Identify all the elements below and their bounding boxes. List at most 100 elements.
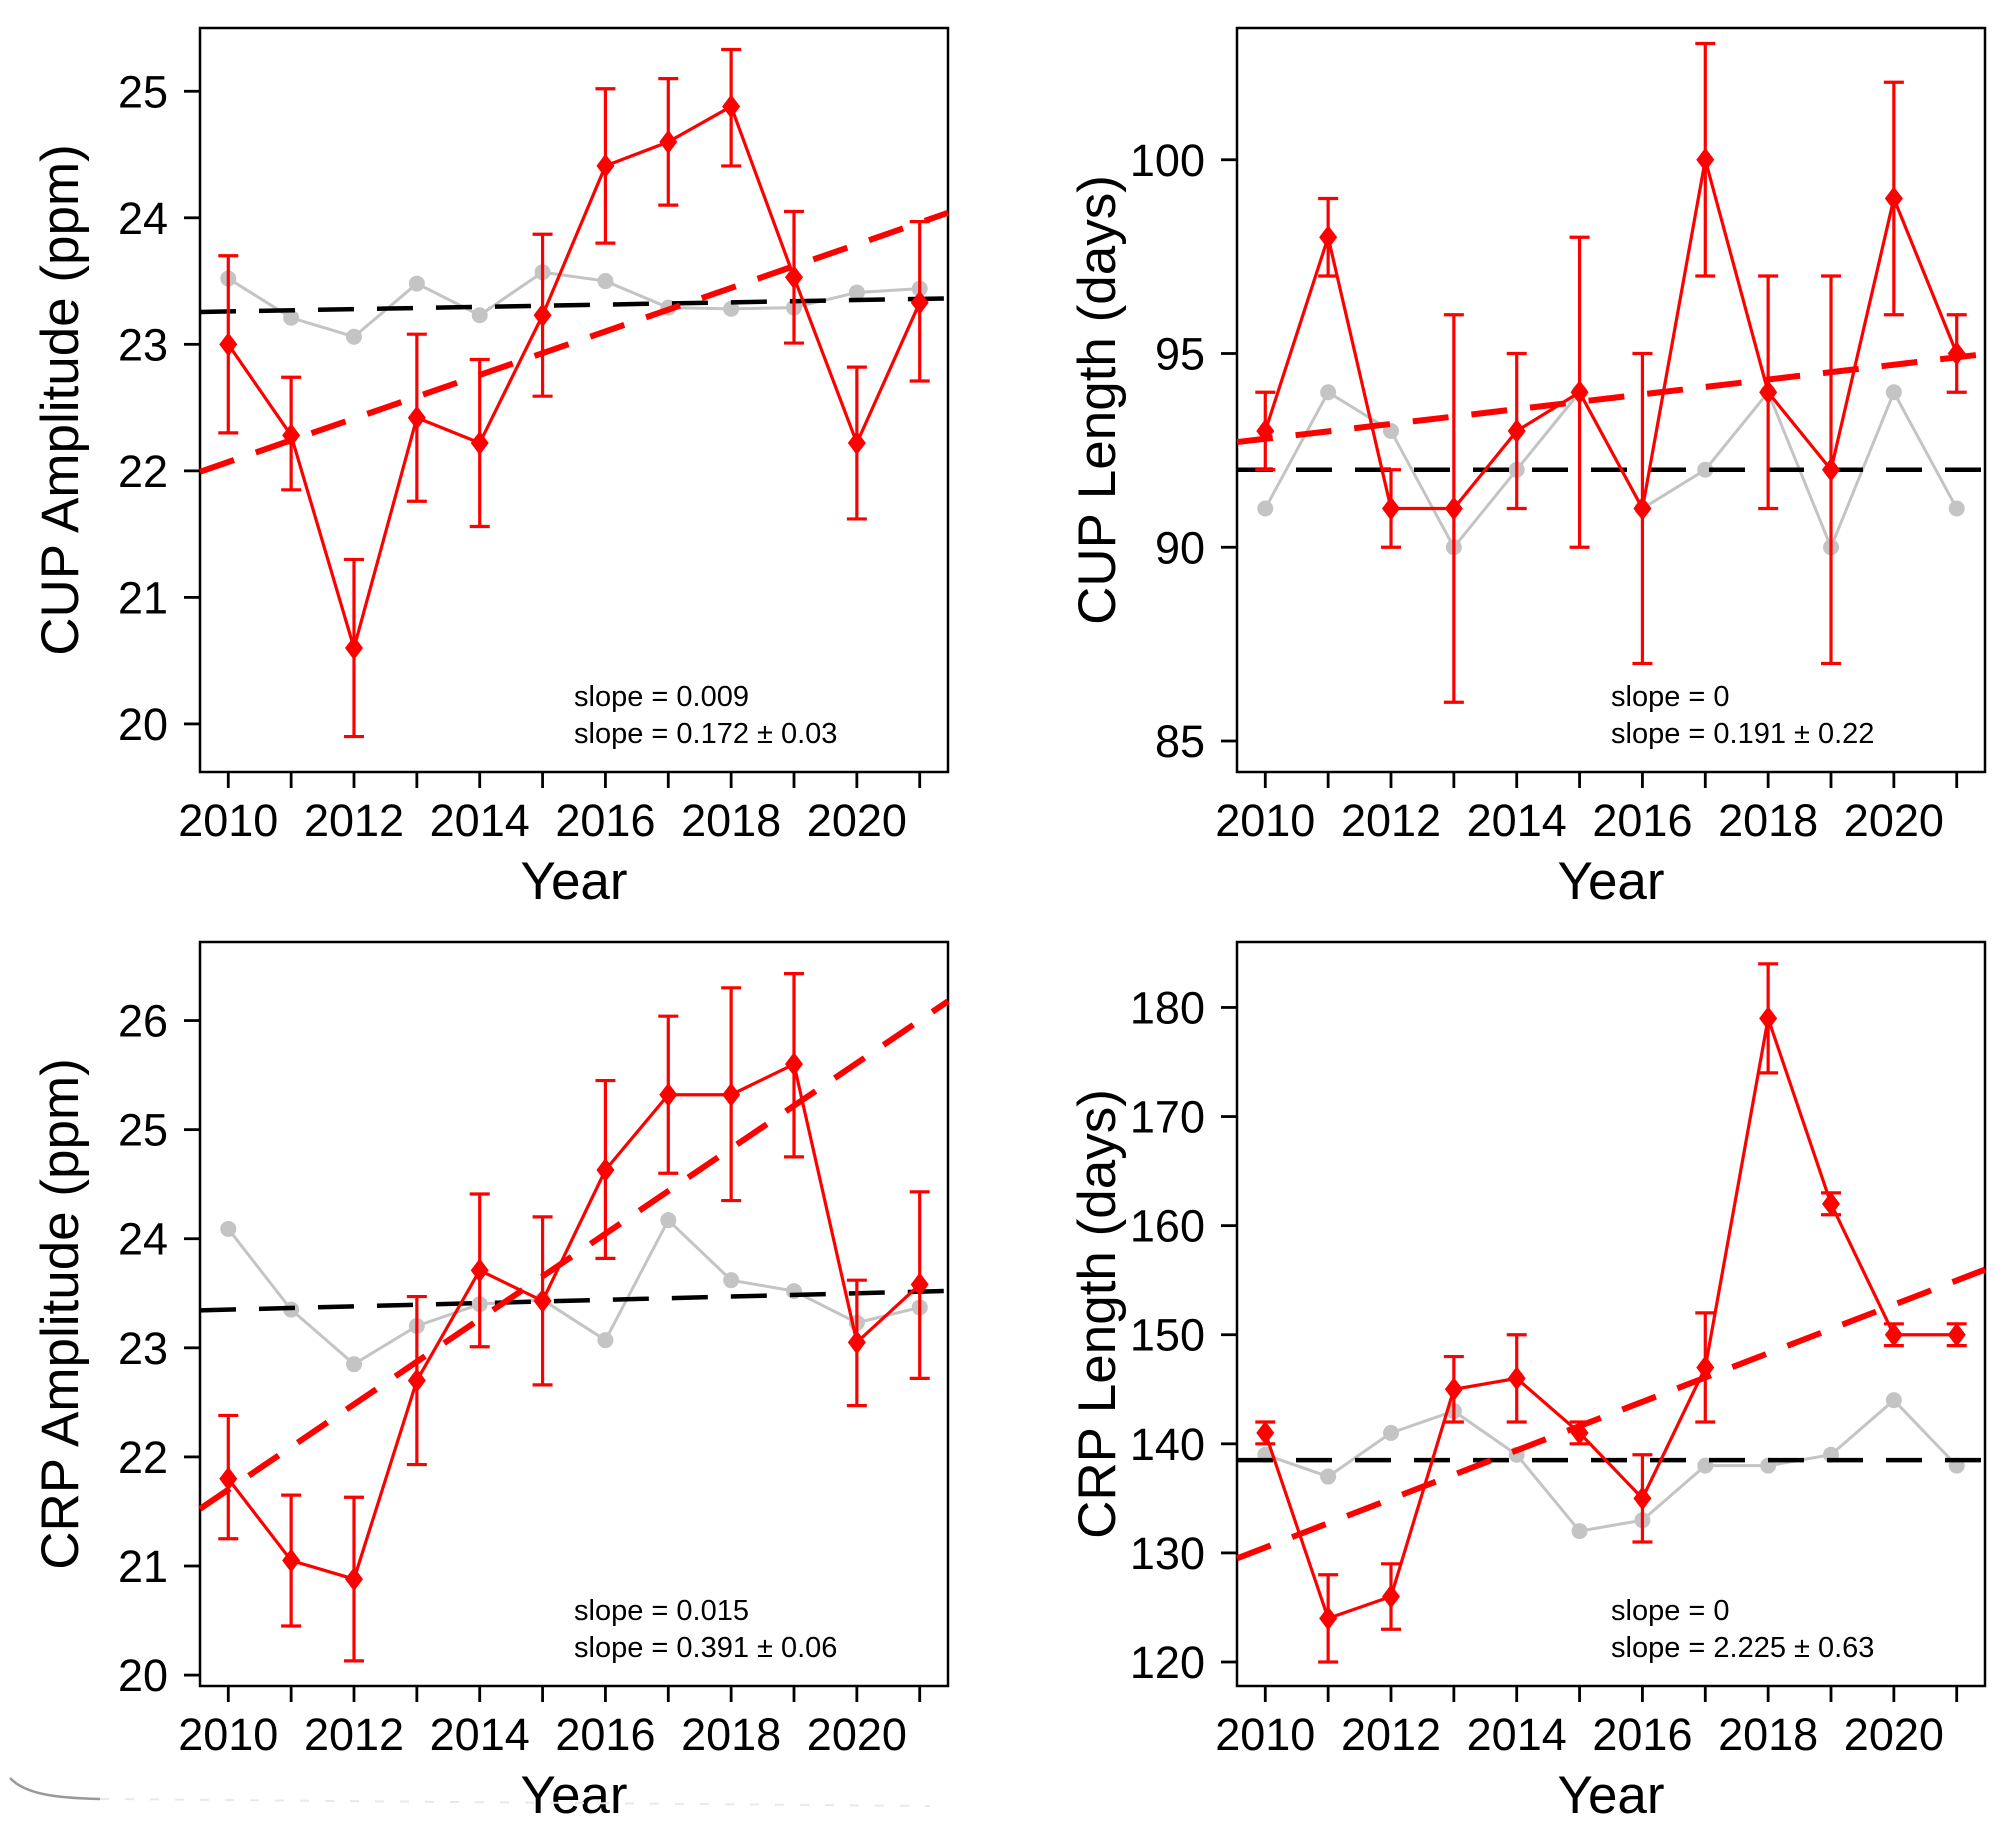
gray-data-point bbox=[1948, 500, 1965, 517]
red-data-point bbox=[659, 129, 678, 154]
red-data-point bbox=[470, 1258, 489, 1283]
y-axis-title: CRP Length (days) bbox=[1068, 1089, 1127, 1539]
red-data-point bbox=[345, 636, 363, 660]
y-tick-label: 25 bbox=[118, 66, 168, 117]
red-series-line bbox=[1263, 159, 1959, 514]
gray-data-point bbox=[597, 273, 614, 290]
y-axis-title: CRP Amplitude (ppm) bbox=[31, 1058, 90, 1570]
x-tick-label: 2010 bbox=[1215, 795, 1315, 846]
red-data-point bbox=[1696, 147, 1715, 172]
x-tick-label: 2020 bbox=[1844, 1709, 1944, 1760]
plot-box bbox=[198, 26, 950, 774]
x-tick-label: 2016 bbox=[555, 795, 655, 846]
y-tick-label: 120 bbox=[1130, 1637, 1205, 1688]
gray-data-point bbox=[1885, 384, 1902, 401]
chart-crp-length: 120 130 140 150 160 170 180 2010 2012 2014 2016 201… bbox=[1068, 940, 1987, 1825]
red-data-point bbox=[1759, 380, 1778, 405]
black-trend-line bbox=[199, 1288, 949, 1313]
x-tick-label: 2016 bbox=[555, 1709, 655, 1760]
red-data-point bbox=[1947, 1322, 1966, 1347]
slope-label-black: slope = 0 bbox=[1611, 1595, 1730, 1627]
red-trend-line bbox=[1236, 351, 1986, 446]
gray-data-point bbox=[408, 275, 425, 292]
red-data-point bbox=[659, 1082, 678, 1107]
x-tick-label: 2018 bbox=[681, 1709, 781, 1760]
gray-data-point bbox=[220, 1220, 237, 1237]
gray-data-point bbox=[1257, 500, 1274, 517]
y-tick-label: 21 bbox=[118, 572, 168, 623]
gray-data-point bbox=[1697, 461, 1714, 478]
y-tick-label: 20 bbox=[118, 699, 168, 750]
red-data-point bbox=[1319, 225, 1338, 250]
red-data-point bbox=[1696, 1355, 1715, 1380]
red-data-point bbox=[533, 1288, 552, 1313]
x-tick-label: 2018 bbox=[1718, 1709, 1818, 1760]
plot-box bbox=[1235, 940, 1987, 1688]
red-data-point bbox=[910, 290, 929, 315]
red-data-point bbox=[785, 265, 803, 290]
y-tick-label: 160 bbox=[1130, 1201, 1205, 1252]
gray-data-point bbox=[723, 300, 740, 317]
x-tick-label: 2012 bbox=[304, 795, 404, 846]
red-data-point bbox=[1507, 1366, 1526, 1391]
gray-data-point bbox=[346, 1356, 362, 1373]
x-tick-label: 2018 bbox=[681, 795, 781, 846]
red-data-point bbox=[1570, 380, 1589, 405]
x-tick-label: 2010 bbox=[178, 1709, 278, 1760]
red-trend-line bbox=[199, 209, 949, 475]
chart-crp-amplitude: 20 21 22 23 24 25 26 2010 2012 2014 2016 2018 2020 CR… bbox=[31, 940, 950, 1825]
plot-box bbox=[1235, 26, 1987, 774]
red-data-point bbox=[722, 94, 741, 119]
x-axis-title: Year bbox=[1557, 1766, 1664, 1825]
black-trend-line bbox=[199, 296, 949, 315]
y-tick-label: 23 bbox=[118, 1323, 168, 1374]
y-tick-label: 95 bbox=[1155, 329, 1205, 380]
red-data-point bbox=[1822, 457, 1840, 482]
red-data-point bbox=[785, 1052, 803, 1077]
gray-data-point bbox=[723, 1272, 740, 1289]
red-data-point bbox=[1570, 1420, 1589, 1445]
x-tick-label: 2016 bbox=[1592, 1709, 1692, 1760]
y-tick-label: 24 bbox=[118, 1214, 168, 1265]
y-tick-label: 25 bbox=[118, 1105, 168, 1156]
red-data-point bbox=[533, 303, 552, 328]
red-data-point bbox=[847, 1330, 866, 1355]
y-tick-label: 140 bbox=[1130, 1419, 1205, 1470]
y-tick-label: 170 bbox=[1130, 1092, 1205, 1143]
x-tick-label: 2014 bbox=[430, 795, 530, 846]
y-tick-label: 26 bbox=[118, 996, 168, 1047]
y-tick-label: 23 bbox=[118, 319, 168, 370]
red-data-point bbox=[1382, 1584, 1400, 1609]
x-tick-label: 2012 bbox=[1341, 1709, 1441, 1760]
gray-data-point bbox=[1571, 1523, 1588, 1540]
x-tick-label: 2010 bbox=[178, 795, 278, 846]
gray-data-point bbox=[1320, 384, 1337, 401]
slope-label-black: slope = 0.009 bbox=[574, 681, 749, 713]
x-tick-label: 2018 bbox=[1718, 795, 1818, 846]
y-tick-label: 22 bbox=[118, 1432, 168, 1483]
red-data-point bbox=[722, 1082, 741, 1107]
y-tick-label: 90 bbox=[1155, 522, 1205, 573]
x-axis-title: Year bbox=[1557, 852, 1664, 911]
red-data-point bbox=[847, 431, 866, 456]
slope-label-red: slope = 0.191 ± 0.22 bbox=[1611, 718, 1874, 750]
gray-data-point bbox=[597, 1332, 614, 1349]
red-data-point bbox=[282, 423, 301, 448]
red-data-point bbox=[470, 431, 489, 456]
red-series-line bbox=[226, 104, 922, 654]
red-data-point bbox=[345, 1567, 363, 1592]
red-series-line bbox=[1263, 1017, 1957, 1621]
y-tick-label: 24 bbox=[118, 193, 168, 244]
gray-data-point bbox=[346, 328, 362, 345]
x-tick-label: 2012 bbox=[1341, 795, 1441, 846]
gray-data-point bbox=[471, 307, 488, 324]
y-tick-label: 100 bbox=[1130, 135, 1205, 186]
y-axis-title: CUP Amplitude (ppm) bbox=[31, 144, 90, 656]
x-axis-title: Year bbox=[520, 1766, 627, 1825]
y-tick-label: 22 bbox=[118, 446, 168, 497]
red-data-point bbox=[1507, 419, 1526, 443]
chart-cup-amplitude: 20 21 22 23 24 25 2010 2012 2014 2016 2018 2020 CUP … bbox=[31, 26, 950, 911]
gray-data-point bbox=[283, 309, 300, 326]
red-data-point bbox=[1633, 496, 1652, 521]
red-data-point bbox=[1884, 186, 1903, 211]
